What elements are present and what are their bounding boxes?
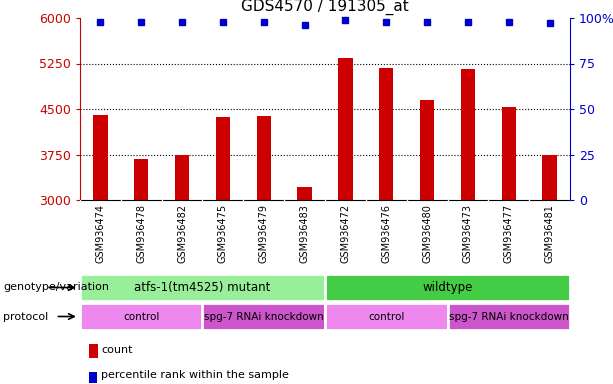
Text: protocol: protocol — [3, 311, 48, 321]
Bar — [447, 303, 570, 330]
Text: control: control — [123, 311, 159, 321]
Bar — [93, 115, 107, 200]
Bar — [257, 116, 271, 200]
Text: atfs-1(tm4525) mutant: atfs-1(tm4525) mutant — [134, 281, 271, 294]
Bar — [338, 58, 352, 200]
Bar — [461, 69, 475, 200]
Text: count: count — [102, 345, 133, 355]
Bar — [297, 187, 312, 200]
Bar — [89, 344, 99, 358]
Text: spg-7 RNAi knockdown: spg-7 RNAi knockdown — [449, 311, 569, 321]
Bar — [325, 303, 447, 330]
Text: GSM936482: GSM936482 — [177, 204, 187, 263]
Bar — [175, 154, 189, 200]
Text: GSM936477: GSM936477 — [504, 204, 514, 263]
Text: GSM936472: GSM936472 — [340, 204, 351, 263]
Bar — [80, 303, 202, 330]
Text: control: control — [368, 311, 405, 321]
Text: wildtype: wildtype — [422, 281, 473, 294]
Bar — [379, 68, 394, 200]
Text: GSM936478: GSM936478 — [136, 204, 147, 263]
Text: spg-7 RNAi knockdown: spg-7 RNAi knockdown — [204, 311, 324, 321]
Bar — [216, 117, 230, 200]
Bar — [420, 100, 434, 200]
Text: GSM936474: GSM936474 — [96, 204, 105, 263]
Text: GSM936476: GSM936476 — [381, 204, 391, 263]
Bar — [543, 155, 557, 200]
Text: genotype/variation: genotype/variation — [3, 283, 109, 293]
Text: GSM936475: GSM936475 — [218, 204, 228, 263]
Title: GDS4570 / 191305_at: GDS4570 / 191305_at — [241, 0, 409, 15]
Bar — [80, 273, 325, 301]
Bar — [501, 107, 516, 200]
Bar — [202, 303, 325, 330]
Text: GSM936479: GSM936479 — [259, 204, 268, 263]
Bar — [89, 372, 97, 382]
Text: GSM936481: GSM936481 — [544, 204, 555, 263]
Bar — [134, 159, 148, 200]
Text: GSM936483: GSM936483 — [300, 204, 310, 263]
Text: GSM936473: GSM936473 — [463, 204, 473, 263]
Bar — [325, 273, 570, 301]
Text: percentile rank within the sample: percentile rank within the sample — [102, 370, 289, 380]
Text: GSM936480: GSM936480 — [422, 204, 432, 263]
